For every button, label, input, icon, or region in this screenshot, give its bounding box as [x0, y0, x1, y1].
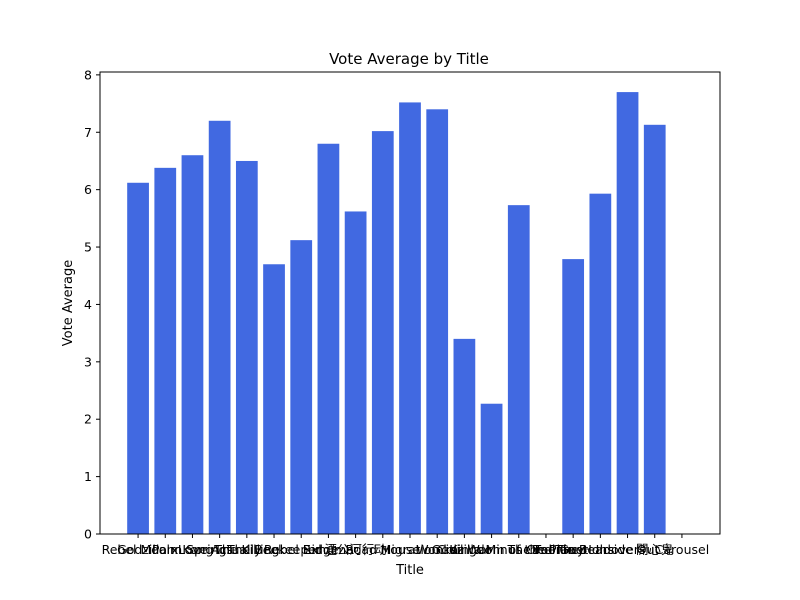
bar-9 — [371, 131, 394, 535]
bars-group — [127, 92, 666, 535]
bar-17 — [589, 193, 612, 535]
x-tick-label: The Killing — [213, 542, 279, 557]
bar-12 — [453, 338, 476, 534]
y-tick-label: 5 — [84, 240, 92, 255]
x-tick-label: Carousel — [655, 542, 710, 557]
x-tick-label: Love Actually — [178, 542, 262, 557]
y-axis-label: Vote Average — [61, 260, 76, 346]
x-tick-label: The Fall Guy — [507, 542, 585, 557]
bar-10 — [399, 102, 421, 535]
y-tick-label: 2 — [84, 412, 92, 427]
bar-2 — [181, 155, 204, 534]
x-tick-label: Wonka — [416, 542, 458, 557]
bar-11 — [426, 109, 449, 535]
bar-7 — [317, 143, 340, 535]
x-tick-label: Inside Out — [596, 542, 660, 557]
chart-title: Vote Average by Title — [329, 50, 489, 68]
x-tick-label: Rebel Moon — [102, 542, 175, 557]
x-tick-label: Rebel Ridge — [264, 542, 339, 557]
y-tick-label: 7 — [84, 125, 92, 140]
x-tick-label: 開心鬼 — [636, 542, 674, 557]
x-axis-label: Title — [395, 563, 424, 578]
x-tick-label: Civil War — [437, 542, 493, 557]
plot-frame — [99, 71, 721, 535]
y-tick-label: 1 — [84, 469, 92, 484]
bar-4 — [235, 160, 258, 534]
x-tick-label: 湮公河行动 — [324, 542, 387, 557]
y-tick-label: 8 — [84, 67, 92, 82]
x-tick-label: Migration — [381, 542, 440, 557]
bar-8 — [344, 211, 367, 534]
bar-0 — [127, 182, 149, 534]
bar-19 — [643, 124, 666, 535]
y-tick-label: 0 — [84, 527, 92, 542]
x-tick-label: Godzilla x Kong — [117, 542, 213, 557]
x-tick-label: The Beekeeper — [226, 542, 322, 557]
y-tick-label: 3 — [84, 354, 92, 369]
bar-13 — [480, 403, 503, 534]
x-tick-label: Boonie Bears — [532, 542, 615, 557]
bar-14 — [507, 205, 530, 534]
bar-16 — [562, 259, 585, 534]
bar-5 — [263, 264, 285, 534]
bar-3 — [208, 120, 231, 534]
bar-18 — [616, 92, 639, 534]
bar-6 — [290, 240, 313, 534]
y-tick-label: 4 — [84, 297, 92, 312]
x-tick-label: Kingdom of the Planet — [449, 542, 588, 557]
y-tick-label: 6 — [84, 182, 92, 197]
x-tick-label: Exhuma — [303, 542, 354, 557]
x-tick-label: The Holdovers — [554, 542, 645, 557]
x-tick-label: Godzilla Minus One — [432, 542, 552, 557]
bar-1 — [154, 167, 177, 534]
x-tick-label: Palm Springs — [152, 542, 233, 557]
y-axis-ticks: 0 1 2 3 4 5 6 7 8 — [84, 67, 100, 542]
x-tick-label: Road House — [346, 542, 421, 557]
